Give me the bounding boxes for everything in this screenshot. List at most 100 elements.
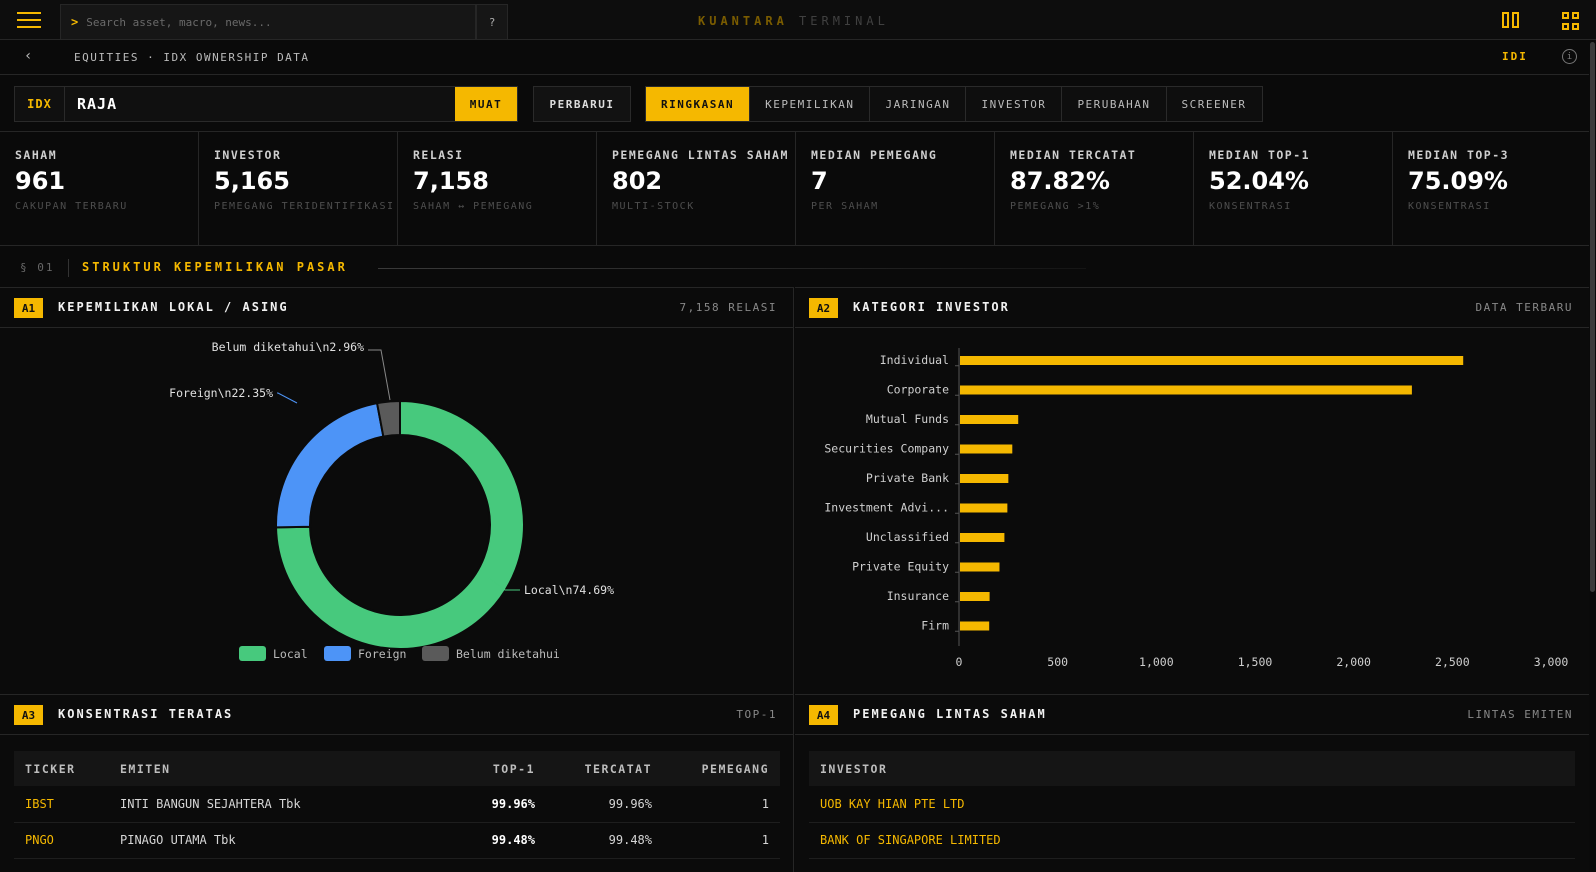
stat-label: MEDIAN TOP-1: [1209, 148, 1311, 162]
x-tick-label: 3,000: [1534, 655, 1569, 669]
tab-bar: RINGKASAN KEPEMILIKAN JARINGAN INVESTOR …: [645, 86, 1263, 122]
cell-ticker[interactable]: PNGO: [14, 822, 109, 859]
table-header-row: INVESTOR: [809, 751, 1575, 786]
panel-title: KEPEMILIKAN LOKAL / ASING: [58, 300, 289, 314]
table-row[interactable]: UOB KAY HIAN PTE LTD: [809, 786, 1575, 823]
panel-header: A3 KONSENTRASI TERATAS TOP-1: [0, 695, 793, 735]
brand-logo: KUANTARA TERMINAL: [698, 14, 889, 28]
stat-card: INVESTOR 5,165 PEMEGANG TERIDENTIFIKASI: [199, 132, 398, 246]
table-header-row: TICKER EMITEN TOP-1 TERCATAT PEMEGANG: [14, 751, 780, 786]
section-number: § 01: [20, 261, 55, 274]
x-tick-label: 0: [956, 655, 963, 669]
cell-ticker[interactable]: IBST: [14, 786, 109, 823]
stat-card: RELASI 7,158 SAHAM ↔ PEMEGANG: [398, 132, 597, 246]
stat-value: 7: [811, 167, 828, 195]
tab-jaringan[interactable]: JARINGAN: [870, 87, 967, 121]
tab-perubahan[interactable]: PERUBAHAN: [1062, 87, 1167, 121]
col-ticker[interactable]: TICKER: [25, 761, 76, 776]
bar[interactable]: [960, 592, 990, 601]
donut-slice-label: Belum diketahui\n2.96%: [212, 340, 364, 354]
panel-ownership-local-foreign: A1 KEPEMILIKAN LOKAL / ASING 7,158 RELAS…: [0, 287, 794, 694]
stat-card: PEMEGANG LINTAS SAHAM 802 MULTI-STOCK: [597, 132, 796, 246]
donut-leader-line: [488, 577, 520, 591]
search-box[interactable]: >: [60, 4, 476, 40]
legend-label[interactable]: Belum diketahui: [456, 647, 560, 661]
bar[interactable]: [960, 385, 1412, 395]
page-scrollbar[interactable]: [1589, 40, 1596, 872]
help-button[interactable]: ?: [476, 4, 508, 40]
tab-investor[interactable]: INVESTOR: [966, 87, 1063, 121]
stat-sub: PER SAHAM: [811, 201, 879, 212]
y-tick-label: Mutual Funds: [866, 412, 949, 426]
breadcrumb-bar: ‹ EQUITIES · IDX OWNERSHIP DATA IDI i: [0, 40, 1596, 75]
tab-ringkasan[interactable]: RINGKASAN: [646, 87, 751, 121]
stat-card: MEDIAN TOP-1 52.04% KONSENTRASI: [1194, 132, 1393, 246]
market-tag[interactable]: IDI: [1502, 50, 1528, 63]
panel-title: KONSENTRASI TERATAS: [58, 707, 234, 721]
back-icon[interactable]: ‹: [24, 48, 33, 64]
stats-strip: SAHAM 961 CAKUPAN TERBARU INVESTOR 5,165…: [0, 131, 1596, 246]
bar[interactable]: [960, 562, 1000, 572]
legend-swatch[interactable]: [422, 646, 449, 661]
ticker-input[interactable]: [77, 87, 437, 121]
section-header: § 01 STRUKTUR KEPEMILIKAN PASAR: [0, 253, 1596, 287]
stat-value: 961: [15, 167, 66, 195]
stat-value: 75.09%: [1408, 167, 1508, 195]
panel-meta: LINTAS EMITEN: [1467, 708, 1573, 721]
donut-chart: Local\n74.69% Foreign\n22.35% Belum diketa…: [169, 340, 614, 661]
bar[interactable]: [960, 356, 1464, 365]
panel-investor-category: A2 KATEGORI INVESTOR DATA TERBARU Indivi…: [795, 287, 1589, 694]
ticker-search: IDX MUAT: [14, 86, 518, 122]
cell-investor[interactable]: UOB KAY HIAN PTE LTD: [809, 786, 1575, 823]
tab-screener[interactable]: SCREENER: [1166, 87, 1262, 121]
col-pemegang[interactable]: PEMEGANG: [701, 761, 769, 776]
grid-view-icon[interactable]: [1562, 12, 1580, 30]
x-tick-label: 500: [1047, 655, 1068, 669]
table-row[interactable]: PNGO PINAGO UTAMA Tbk 99.48% 99.48% 1: [14, 822, 780, 859]
bar[interactable]: [960, 444, 1013, 454]
y-tick-label: Corporate: [887, 383, 949, 397]
load-button[interactable]: MUAT: [455, 87, 517, 121]
search-input[interactable]: [78, 15, 459, 29]
table-row[interactable]: IBST INTI BANGUN SEJAHTERA Tbk 99.96% 99…: [14, 786, 780, 823]
bar[interactable]: [960, 621, 990, 631]
donut-slice-foreign[interactable]: [275, 401, 385, 529]
market-label: IDX: [15, 87, 65, 121]
panel-top-concentration: A3 KONSENTRASI TERATAS TOP-1 TICKER EMIT…: [0, 694, 794, 872]
top-bar: > ? KUANTARA TERMINAL: [0, 0, 1596, 40]
col-top1[interactable]: TOP-1: [492, 761, 535, 776]
prompt-icon: >: [71, 15, 79, 29]
donut-slice-belum-diketahui[interactable]: [375, 399, 401, 438]
legend-swatch[interactable]: [239, 646, 266, 661]
stat-label: SAHAM: [15, 148, 58, 162]
bar[interactable]: [960, 415, 1019, 424]
table-row[interactable]: BANK OF SINGAPORE LIMITED: [809, 822, 1575, 859]
donut-slice-local[interactable]: [275, 399, 525, 650]
bar[interactable]: [960, 533, 1005, 542]
col-tercatat[interactable]: TERCATAT: [584, 761, 652, 776]
panel-meta: DATA TERBARU: [1475, 301, 1573, 314]
bar[interactable]: [960, 503, 1008, 513]
cell-investor[interactable]: BANK OF SINGAPORE LIMITED: [809, 822, 1575, 859]
col-investor[interactable]: INVESTOR: [820, 761, 888, 776]
menu-icon[interactable]: [0, 0, 58, 40]
y-tick-label: Private Bank: [866, 471, 949, 485]
panel-badge: A1: [14, 298, 43, 318]
x-tick-label: 1,500: [1238, 655, 1273, 669]
info-icon[interactable]: i: [1562, 49, 1577, 64]
bar[interactable]: [960, 474, 1009, 483]
legend-label[interactable]: Local: [273, 647, 308, 661]
split-view-icon[interactable]: [1502, 12, 1520, 28]
y-tick-label: Unclassified: [866, 530, 949, 544]
cell-emiten: PINAGO UTAMA Tbk: [109, 822, 436, 859]
y-tick-label: Firm: [921, 619, 949, 633]
stat-card: SAHAM 961 CAKUPAN TERBARU: [0, 132, 199, 246]
section-divider: [68, 259, 69, 277]
legend-label[interactable]: Foreign: [358, 647, 406, 661]
col-emiten[interactable]: EMITEN: [120, 761, 171, 776]
legend-swatch[interactable]: [324, 646, 351, 661]
tab-kepemilikan[interactable]: KEPEMILIKAN: [750, 87, 871, 121]
stat-card: MEDIAN TERCATAT 87.82% PEMEGANG >1%: [995, 132, 1194, 246]
refresh-button[interactable]: PERBARUI: [533, 86, 631, 122]
scrollbar-thumb[interactable]: [1590, 42, 1595, 592]
